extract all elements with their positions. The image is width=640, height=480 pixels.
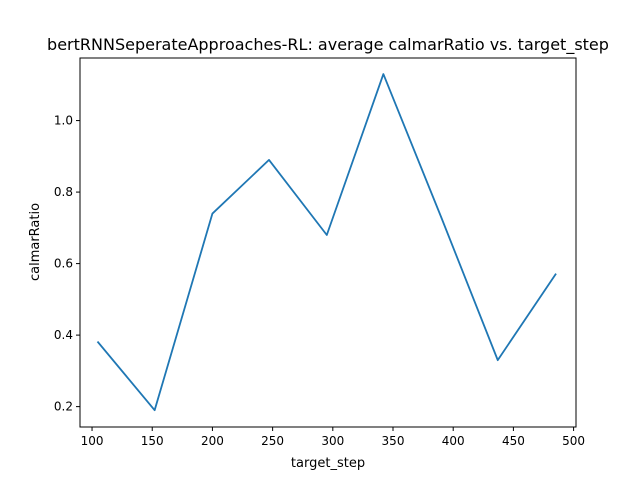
y-tick-label: 1.0 xyxy=(54,114,73,128)
series-line xyxy=(96,73,557,412)
x-tick-label: 200 xyxy=(201,434,224,448)
y-tick-label: 0.2 xyxy=(54,400,73,414)
y-axis-label: calmarRatio xyxy=(28,203,43,281)
plot-area: 100 150 200 250 300 350 400 450 500 0.2 0.4 0.6 0.8… xyxy=(54,57,585,448)
x-tick-label: 250 xyxy=(261,434,284,448)
x-tick-label: 350 xyxy=(382,434,405,448)
y-tick-label: 0.8 xyxy=(54,185,73,199)
series-layer xyxy=(96,73,557,412)
x-tick-label: 400 xyxy=(442,434,465,448)
x-axis-ticks: 100 150 200 250 300 350 400 450 500 xyxy=(81,427,585,448)
x-tick-label: 100 xyxy=(81,434,104,448)
y-tick-label: 0.6 xyxy=(54,257,73,271)
x-tick-label: 150 xyxy=(141,434,164,448)
y-tick-label: 0.4 xyxy=(54,328,73,342)
y-axis-ticks: 0.2 0.4 0.6 0.8 1.0 xyxy=(54,114,80,414)
x-tick-label: 300 xyxy=(321,434,344,448)
chart-title: bertRNNSeperateApproaches-RL: average ca… xyxy=(47,35,609,55)
x-tick-label: 500 xyxy=(562,434,585,448)
x-axis-label: target_step xyxy=(291,456,365,471)
x-tick-label: 450 xyxy=(502,434,525,448)
axes-frame xyxy=(79,57,577,428)
